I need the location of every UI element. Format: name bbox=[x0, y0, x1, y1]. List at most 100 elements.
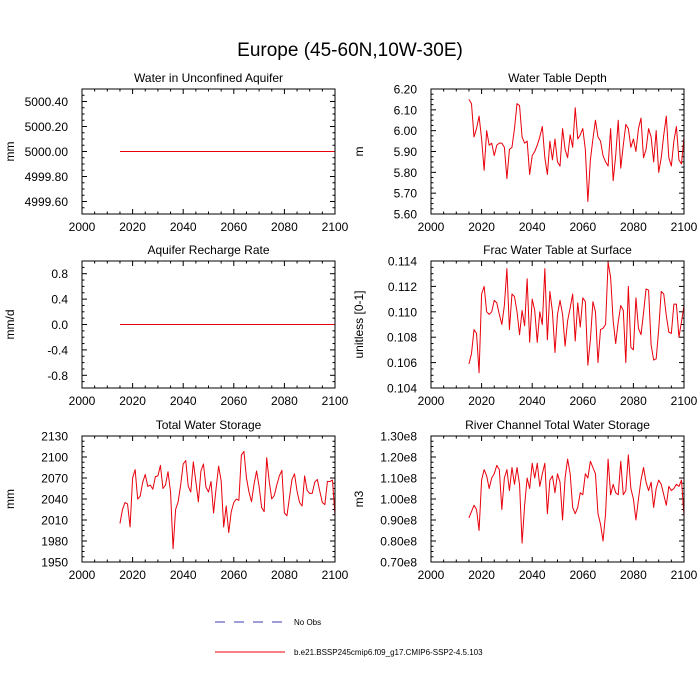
y-tick-label: 5000.40 bbox=[25, 95, 69, 109]
plot-frame bbox=[81, 88, 336, 215]
x-tick-label: 2060 bbox=[220, 394, 247, 408]
plot-frame bbox=[430, 260, 685, 389]
x-tick-label: 2000 bbox=[418, 220, 445, 234]
y-tick-label: 0.80e8 bbox=[380, 535, 417, 549]
figure-title: Europe (45-60N,10W-30E) bbox=[237, 40, 463, 61]
y-tick-label: -0.8 bbox=[47, 369, 68, 383]
y-tick-label: 5.60 bbox=[394, 208, 418, 222]
x-tick-label: 2020 bbox=[468, 220, 495, 234]
x-tick-label: 2100 bbox=[322, 220, 349, 234]
y-tick-label: 2130 bbox=[41, 430, 68, 444]
x-tick-label: 2060 bbox=[220, 220, 247, 234]
x-tick-label: 2080 bbox=[620, 394, 647, 408]
series-line bbox=[468, 261, 685, 374]
x-tick-label: 2020 bbox=[119, 220, 146, 234]
legend: No Obs b.e21.BSSP245cmip6.f09_g17.CMIP6-… bbox=[215, 618, 483, 657]
x-tick-label: 2100 bbox=[322, 568, 349, 582]
series-line bbox=[468, 99, 685, 202]
x-tick-label: 2020 bbox=[468, 568, 495, 582]
panel-5: Total Water Storage mm 2000 2020 2040 2060 208… bbox=[3, 418, 349, 582]
legend-label-model: b.e21.BSSP245cmip6.f09_g17.CMIP6-SSP2-4.… bbox=[294, 648, 483, 657]
x-tick-label: 2040 bbox=[170, 220, 197, 234]
x-tick-label: 2000 bbox=[418, 394, 445, 408]
y-tick-label: 0.104 bbox=[387, 382, 417, 396]
y-tick-label: 5.70 bbox=[394, 187, 418, 201]
y-tick-label: 0.4 bbox=[51, 293, 68, 307]
x-tick-label: 2080 bbox=[271, 568, 298, 582]
y-tick-label: 2100 bbox=[41, 451, 68, 465]
x-tick-label: 2040 bbox=[170, 394, 197, 408]
y-tick-label: 0.108 bbox=[387, 331, 417, 345]
x-tick-label: 2060 bbox=[220, 568, 247, 582]
y-tick-label: 0.110 bbox=[388, 305, 417, 319]
y-tick-label: 6.00 bbox=[394, 124, 418, 138]
y-tick-label: 5000.20 bbox=[25, 120, 69, 134]
y-tick-label: 0.112 bbox=[388, 280, 417, 294]
x-tick-label: 2020 bbox=[119, 394, 146, 408]
x-tick-label: 2060 bbox=[569, 394, 596, 408]
x-tick-label: 2000 bbox=[69, 568, 96, 582]
y-tick-label: 1980 bbox=[41, 535, 68, 549]
x-tick-label: 2100 bbox=[671, 220, 698, 234]
x-tick-label: 2000 bbox=[69, 394, 96, 408]
y-tick-label: 5.80 bbox=[394, 166, 418, 180]
panel-title: Total Water Storage bbox=[156, 418, 262, 432]
panel-title: Water in Unconfined Aquifer bbox=[134, 71, 283, 85]
panel-1: Water in Unconfined Aquifer mm 2000 2020 204… bbox=[3, 71, 349, 234]
y-axis-label: mm bbox=[3, 489, 17, 509]
plot-frame bbox=[81, 260, 336, 389]
y-tick-label: 5000.00 bbox=[25, 145, 69, 159]
x-tick-label: 2060 bbox=[569, 568, 596, 582]
y-tick-label: 0.114 bbox=[388, 255, 417, 269]
panel-title: Water Table Depth bbox=[508, 71, 607, 85]
series-line bbox=[468, 454, 685, 544]
y-tick-label: 1.10e8 bbox=[380, 472, 417, 486]
y-tick-label: 4999.60 bbox=[25, 195, 69, 209]
x-tick-label: 2080 bbox=[271, 220, 298, 234]
x-tick-label: 2100 bbox=[322, 394, 349, 408]
legend-label-no-obs: No Obs bbox=[294, 618, 321, 627]
x-tick-label: 2080 bbox=[620, 568, 647, 582]
panel-6: River Channel Total Water Storage m3 2000 2… bbox=[352, 418, 698, 582]
plot-frame bbox=[81, 435, 336, 563]
x-tick-label: 2040 bbox=[519, 220, 546, 234]
panel-title: Frac Water Table at Surface bbox=[483, 243, 632, 257]
y-tick-label: 6.20 bbox=[394, 83, 418, 97]
y-tick-label: 1.20e8 bbox=[380, 451, 417, 465]
y-tick-label: -0.4 bbox=[47, 343, 68, 357]
y-tick-label: 2070 bbox=[41, 472, 68, 486]
y-tick-label: 6.10 bbox=[394, 103, 418, 117]
y-axis-label: m bbox=[352, 147, 366, 157]
plot-frame bbox=[430, 435, 685, 563]
y-tick-label: 1.00e8 bbox=[380, 493, 417, 507]
x-tick-label: 2000 bbox=[418, 568, 445, 582]
y-tick-label: 0.90e8 bbox=[380, 514, 417, 528]
panel-title: River Channel Total Water Storage bbox=[465, 418, 650, 432]
panel-2: Water Table Depth m 2000 2020 2040 2060 2080 21… bbox=[352, 71, 698, 234]
x-tick-label: 2000 bbox=[69, 220, 96, 234]
x-tick-label: 2100 bbox=[671, 394, 698, 408]
y-tick-label: 0.106 bbox=[387, 356, 417, 370]
y-tick-label: 2010 bbox=[41, 514, 68, 528]
x-tick-label: 2040 bbox=[519, 394, 546, 408]
y-tick-label: 1.30e8 bbox=[380, 430, 417, 444]
y-tick-label: 1950 bbox=[41, 556, 68, 570]
y-axis-label: mm/d bbox=[3, 310, 17, 340]
y-tick-label: 5.90 bbox=[394, 145, 418, 159]
panel-4: Frac Water Table at Surface unitless [0-1… bbox=[352, 243, 698, 408]
y-axis-label: unitless [0-1] bbox=[352, 290, 366, 358]
x-tick-label: 2100 bbox=[671, 568, 698, 582]
series-line bbox=[119, 450, 336, 550]
panel-3: Aquifer Recharge Rate mm/d 2000 2020 2040 206… bbox=[3, 243, 349, 408]
x-tick-label: 2020 bbox=[468, 394, 495, 408]
y-tick-label: 0.0 bbox=[51, 318, 68, 332]
y-tick-label: 4999.80 bbox=[25, 170, 69, 184]
x-tick-label: 2080 bbox=[620, 220, 647, 234]
y-tick-label: 2040 bbox=[41, 493, 68, 507]
x-tick-label: 2040 bbox=[170, 568, 197, 582]
y-tick-label: 0.70e8 bbox=[380, 556, 417, 570]
y-axis-label: mm bbox=[3, 142, 17, 162]
y-tick-label: 0.8 bbox=[51, 267, 68, 281]
x-tick-label: 2060 bbox=[569, 220, 596, 234]
